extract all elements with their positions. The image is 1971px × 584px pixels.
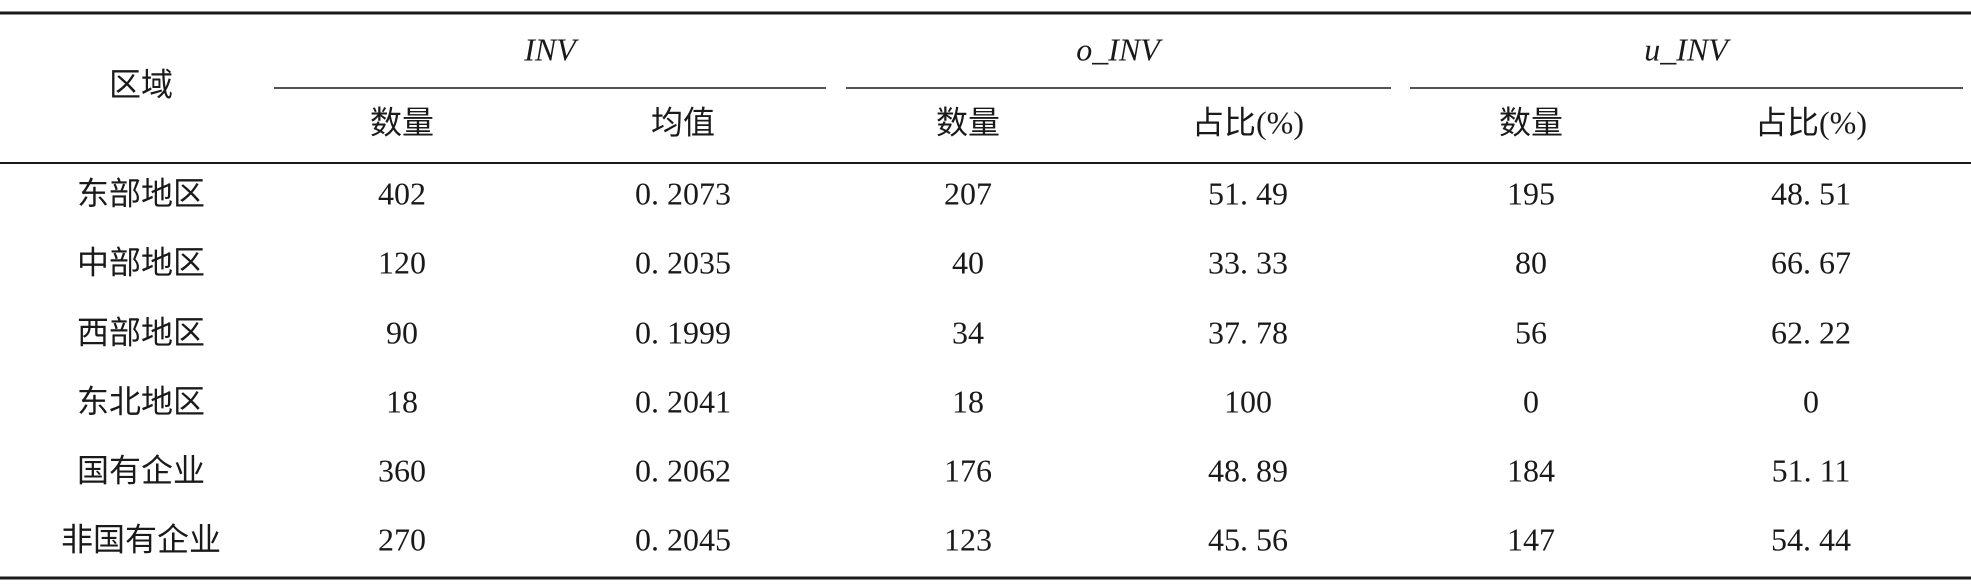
cell: 0. 2062 <box>635 452 731 488</box>
cell: 0 <box>1803 383 1819 419</box>
row-label: 国有企业 <box>77 452 205 488</box>
cell: 123 <box>944 521 992 557</box>
row-label: 东部地区 <box>77 175 205 211</box>
row-label: 西部地区 <box>77 314 205 350</box>
group-header: INV <box>523 31 579 67</box>
cell: 184 <box>1507 452 1555 488</box>
cell: 0. 2073 <box>635 175 731 211</box>
group-header: o_INV <box>1076 31 1163 67</box>
cell: 360 <box>378 452 426 488</box>
sub-header: 数量 <box>936 104 1000 140</box>
row-label: 东北地区 <box>77 383 205 419</box>
cell: 100 <box>1224 383 1272 419</box>
cell: 0 <box>1523 383 1539 419</box>
row-label: 非国有企业 <box>61 521 221 557</box>
sub-header: 占比(%) <box>1192 104 1304 140</box>
cell: 195 <box>1507 175 1555 211</box>
cell: 54. 44 <box>1771 521 1851 557</box>
cell: 51. 11 <box>1772 452 1851 488</box>
cell: 147 <box>1507 521 1555 557</box>
cell: 402 <box>378 175 426 211</box>
cell: 48. 89 <box>1208 452 1288 488</box>
cell: 18 <box>952 383 984 419</box>
cell: 207 <box>944 175 992 211</box>
cell: 48. 51 <box>1771 175 1851 211</box>
cell: 270 <box>378 521 426 557</box>
cell: 33. 33 <box>1208 244 1288 280</box>
cell: 34 <box>952 314 984 350</box>
group-header: u_INV <box>1644 31 1731 67</box>
cell: 62. 22 <box>1771 314 1851 350</box>
cell: 51. 49 <box>1208 175 1288 211</box>
cell: 120 <box>378 244 426 280</box>
cell: 80 <box>1515 244 1547 280</box>
cell: 45. 56 <box>1208 521 1288 557</box>
cell: 0. 2045 <box>635 521 731 557</box>
sub-header: 数量 <box>1499 104 1563 140</box>
cell: 40 <box>952 244 984 280</box>
row-label: 中部地区 <box>77 244 205 280</box>
cell: 56 <box>1515 314 1547 350</box>
cell: 66. 67 <box>1771 244 1851 280</box>
cell: 37. 78 <box>1208 314 1288 350</box>
sub-header: 占比(%) <box>1755 104 1867 140</box>
sub-header: 数量 <box>370 104 434 140</box>
cell: 0. 1999 <box>635 314 731 350</box>
sub-header: 均值 <box>651 104 715 140</box>
corner-header: 区域 <box>109 66 173 102</box>
cell: 0. 2035 <box>635 244 731 280</box>
cell: 18 <box>386 383 418 419</box>
cell: 0. 2041 <box>635 383 731 419</box>
cell: 90 <box>386 314 418 350</box>
cell: 176 <box>944 452 992 488</box>
